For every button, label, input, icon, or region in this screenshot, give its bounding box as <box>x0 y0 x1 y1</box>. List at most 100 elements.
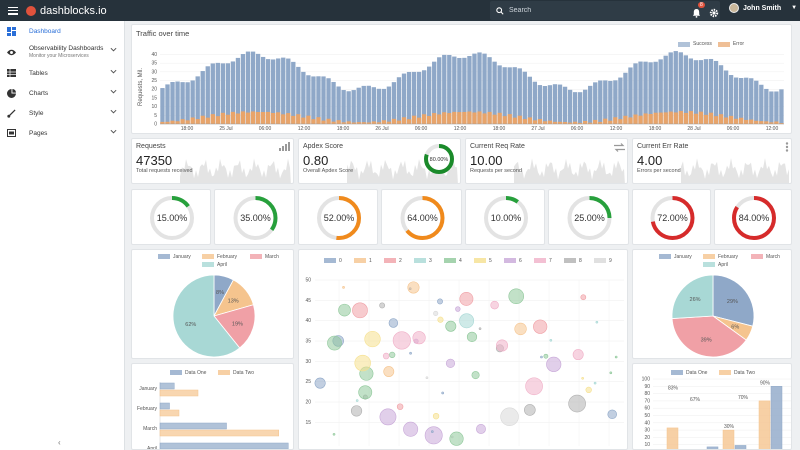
success-bar <box>562 86 568 124</box>
error-bar <box>754 120 759 124</box>
y-tick-label: 30 <box>151 69 157 75</box>
collapse-sidebar-button[interactable]: ‹ <box>58 438 61 447</box>
error-bar <box>432 113 437 124</box>
error-bar <box>411 115 417 124</box>
bubble-point <box>432 413 440 420</box>
sidebar-item-tables[interactable]: Tables <box>0 63 124 83</box>
y-tick-label: 20 <box>644 435 650 441</box>
user-menu[interactable]: John Smith ▼ <box>729 3 797 13</box>
bubble-point <box>607 409 617 420</box>
success-bar <box>296 66 301 124</box>
success-bar <box>673 51 678 124</box>
legend-label: February <box>217 254 238 260</box>
error-bar <box>356 122 361 124</box>
sidebar-item-style[interactable]: Style <box>0 103 124 123</box>
user-name: John Smith <box>743 4 782 12</box>
kpi-title: Current Err Rate <box>637 143 689 150</box>
success-bar <box>185 82 190 124</box>
success-bar <box>416 71 422 124</box>
success-bar <box>351 90 356 124</box>
chevron-down-icon <box>110 47 117 52</box>
search-input[interactable] <box>509 7 699 14</box>
y-tick-label: 5 <box>154 113 157 119</box>
gauge-card: 25.00% <box>548 189 629 245</box>
bubble-point <box>431 430 434 433</box>
sidebar-item-charts[interactable]: Charts <box>0 83 124 103</box>
error-bar <box>437 114 442 124</box>
y-tick-label: 35 <box>305 339 311 345</box>
success-bar <box>301 71 306 124</box>
success-bar <box>311 76 316 124</box>
settings-button[interactable] <box>709 5 719 23</box>
menu-icon[interactable] <box>8 6 18 15</box>
success-bar <box>512 67 517 124</box>
data-label: 67% <box>690 397 701 403</box>
success-bar <box>205 66 210 124</box>
gauge-arc <box>317 196 361 240</box>
error-bar <box>321 120 326 124</box>
kpi-card-apdex: Apdex Score 0.80 Overall Apdex Score 80.… <box>298 138 461 184</box>
gauge-label: 15.00% <box>157 213 188 223</box>
error-bar <box>210 114 215 124</box>
legend-label: Data One <box>686 370 708 376</box>
y-tick-label: 40 <box>305 318 311 324</box>
legend-label: Data Two <box>233 370 254 376</box>
bar <box>734 445 747 449</box>
legend-label: Data One <box>185 370 207 376</box>
error-bar <box>286 113 291 124</box>
error-bar <box>351 122 356 124</box>
error-bar <box>271 112 276 124</box>
error-bar <box>301 117 306 124</box>
y-tick-label: 90 <box>644 384 650 390</box>
error-bar <box>628 117 633 124</box>
error-bar <box>406 119 412 124</box>
error-bar <box>713 116 719 124</box>
bar <box>758 400 771 449</box>
bubble-point <box>593 381 597 385</box>
search-box[interactable] <box>490 1 720 20</box>
dashboard-icon <box>7 26 16 36</box>
bar <box>770 386 783 449</box>
legend-label: January <box>674 254 692 260</box>
sidebar-item-observability[interactable]: Observability Dashboards Monitor your Mic… <box>0 41 124 63</box>
sidebar-item-pages[interactable]: Pages <box>0 123 124 143</box>
x-tick-label: 12:00 <box>454 126 467 132</box>
bar <box>159 402 170 410</box>
bar <box>159 422 227 430</box>
error-bar <box>245 112 251 124</box>
success-bar <box>623 72 628 124</box>
success-bar <box>608 80 613 124</box>
sidebar-item-sublabel: Monitor your Microservices <box>29 53 89 59</box>
legend-label: January <box>173 254 191 260</box>
bubble-point <box>392 331 411 350</box>
gauge-label: 84.00% <box>739 213 770 223</box>
bubble-point <box>364 330 381 348</box>
error-bar <box>170 120 175 124</box>
brand[interactable]: dashblocks.io <box>26 5 107 17</box>
search-icon <box>496 6 504 15</box>
success-bar <box>366 85 371 124</box>
error-bar <box>391 118 397 124</box>
signal-icon <box>279 142 290 151</box>
notifications-button[interactable]: 8 <box>692 2 705 23</box>
x-tick-label: 18:00 <box>649 126 662 132</box>
error-bar <box>658 112 663 124</box>
success-bar <box>165 84 170 124</box>
error-bar <box>577 122 583 124</box>
success-bar <box>708 58 714 124</box>
bubble-point <box>500 407 519 426</box>
gear-icon <box>709 8 719 18</box>
bubble-point <box>490 300 499 310</box>
success-bar <box>613 80 618 124</box>
success-bar <box>356 87 361 124</box>
success-bar <box>718 65 724 124</box>
error-bar <box>371 121 376 124</box>
error-bar <box>477 111 482 124</box>
pie-slice <box>671 315 747 358</box>
sidebar-item-dashboard[interactable]: Dashboard <box>0 21 124 41</box>
error-bar <box>618 119 623 124</box>
menu-dots-icon[interactable] <box>785 142 789 152</box>
y-tick-label: 25 <box>305 379 311 385</box>
gauge-arc <box>484 196 528 240</box>
